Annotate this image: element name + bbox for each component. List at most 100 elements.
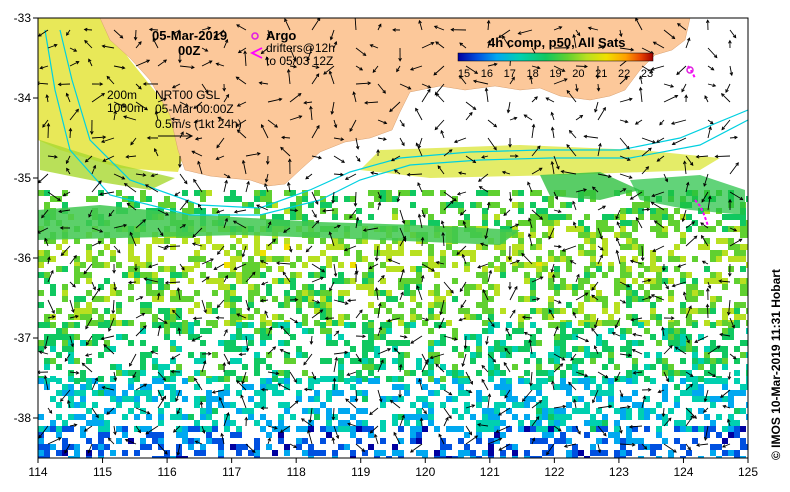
- sst-pixel: [356, 420, 362, 426]
- sst-pixel: [692, 296, 698, 302]
- current-vector: [65, 92, 71, 103]
- current-vector: [421, 407, 427, 415]
- sst-pixel: [128, 340, 134, 346]
- current-vector: [38, 29, 49, 37]
- lon-tick-label: 115: [93, 465, 112, 479]
- sst-pixel: [530, 334, 536, 340]
- sst-pixel: [626, 290, 632, 296]
- current-vectors: [38, 18, 744, 456]
- sst-pixel: [200, 352, 206, 358]
- current-vector: [328, 231, 335, 247]
- sst-pixel: [266, 352, 272, 358]
- sst-pixel: [590, 244, 596, 250]
- sst-pixel: [140, 426, 146, 432]
- sst-pixel: [332, 390, 338, 396]
- current-vector: [369, 44, 379, 49]
- sst-pixel: [482, 220, 488, 226]
- sst-pixel: [452, 370, 458, 376]
- current-vector: [517, 29, 533, 35]
- sst-pixel: [86, 250, 92, 256]
- current-vector: [482, 288, 489, 301]
- sst-pixel: [608, 378, 614, 384]
- sst-pixel: [470, 250, 476, 256]
- sst-pixel: [92, 420, 98, 426]
- sst-pixel: [608, 328, 614, 334]
- sst-pixel: [356, 378, 362, 384]
- sst-pixel: [236, 450, 242, 456]
- sst-pixel: [278, 314, 284, 320]
- sst-pixel: [506, 334, 512, 340]
- sst-pixel: [356, 238, 362, 244]
- current-vector: [220, 432, 225, 445]
- sst-pixel: [548, 376, 554, 382]
- current-vector: [399, 235, 406, 247]
- current-vector: [572, 200, 577, 211]
- sst-pixel: [602, 320, 608, 326]
- sst-pixel: [230, 370, 236, 376]
- current-vector: [417, 182, 423, 193]
- current-vector: [88, 58, 93, 67]
- current-vector: [377, 389, 383, 403]
- sst-pixel: [62, 266, 68, 272]
- current-vector: [566, 143, 577, 157]
- sst-pixel: [614, 232, 620, 238]
- current-vector: [663, 371, 670, 383]
- sst-pixel: [740, 214, 746, 220]
- current-vector: [615, 371, 621, 382]
- sst-pixel: [692, 438, 698, 444]
- sst-pixel: [512, 346, 518, 352]
- current-vector: [614, 317, 621, 329]
- current-vector: [695, 443, 709, 447]
- sst-pixel: [596, 290, 602, 296]
- sst-pixel: [410, 278, 416, 284]
- sst-pixel: [590, 450, 596, 456]
- sst-pixel: [182, 266, 188, 272]
- current-vector: [487, 393, 492, 409]
- sst-pixel: [644, 328, 650, 334]
- sst-pixel: [656, 232, 662, 238]
- sst-pixel: [638, 244, 644, 250]
- current-vector: [639, 75, 643, 85]
- current-vector: [487, 353, 497, 363]
- sst-pixel: [398, 376, 404, 382]
- sst-pixel: [518, 420, 524, 426]
- sst-pixel: [62, 322, 68, 328]
- sst-pixel: [146, 196, 152, 202]
- sst-pixel: [104, 340, 110, 346]
- current-vector: [486, 201, 491, 211]
- sst-pixel: [500, 352, 506, 358]
- current-vector: [396, 191, 401, 203]
- sst-pixel: [140, 322, 146, 328]
- sst-pixel: [638, 272, 644, 278]
- sst-pixel: [566, 334, 572, 340]
- sst-pixel: [56, 450, 62, 456]
- sst-pixel: [500, 432, 506, 438]
- current-vector: [670, 119, 687, 125]
- sst-pixel: [464, 250, 470, 256]
- current-vector: [595, 65, 600, 79]
- sst-pixel: [146, 302, 152, 308]
- sst-pixel: [494, 244, 500, 250]
- current-vector: [650, 201, 665, 211]
- sst-pixel: [74, 358, 80, 364]
- sst-pixel: [176, 322, 182, 328]
- map-area[interactable]: [37, 15, 752, 462]
- sst-pixel: [362, 426, 368, 432]
- current-vector: [548, 309, 555, 319]
- sst-pixel: [548, 256, 554, 262]
- sst-pixel: [518, 314, 524, 320]
- current-vector: [289, 443, 298, 448]
- sst-pixel: [566, 266, 572, 272]
- sst-pixel: [248, 272, 254, 278]
- sst-pixel: [482, 414, 488, 420]
- sst-pixel: [524, 450, 530, 456]
- sst-pixel: [536, 266, 542, 272]
- current-vector: [311, 371, 316, 380]
- current-vector: [245, 271, 256, 283]
- current-vector: [129, 353, 137, 367]
- sst-pixel: [728, 328, 734, 334]
- current-vector: [531, 209, 544, 220]
- sst-pixel: [674, 396, 680, 402]
- current-vector: [333, 224, 341, 229]
- sst-pixel: [422, 208, 428, 214]
